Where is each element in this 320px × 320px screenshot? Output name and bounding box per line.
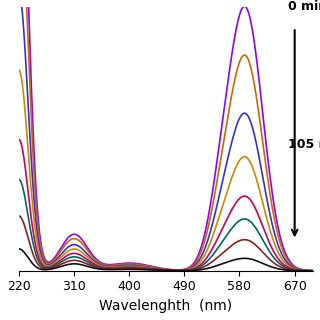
- Text: 105 min: 105 min: [288, 138, 320, 151]
- Text: 0 min: 0 min: [288, 0, 320, 13]
- X-axis label: Wavelenghth  (nm): Wavelenghth (nm): [100, 299, 233, 313]
